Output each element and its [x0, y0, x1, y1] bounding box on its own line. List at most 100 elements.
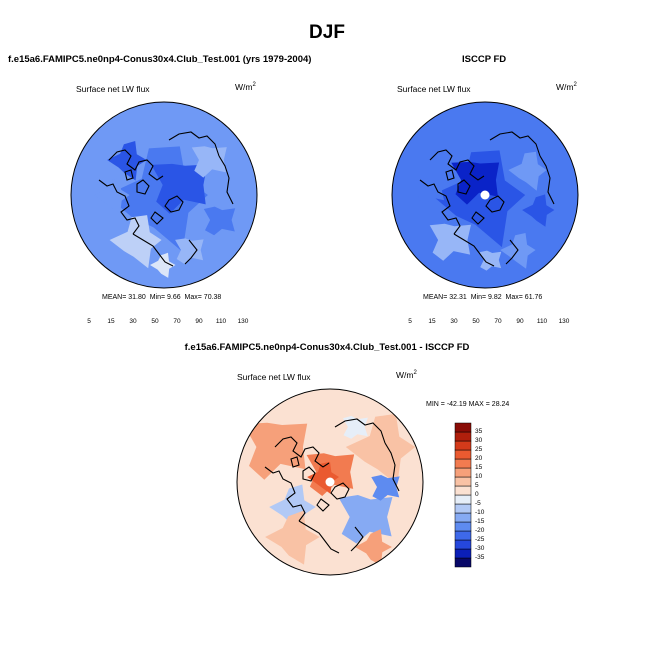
obs-field-region [508, 151, 547, 191]
diff-colorbar-tick-label: 0 [475, 490, 479, 498]
diff-colorbar-box [454, 467, 472, 478]
diff-units-exp: 2 [413, 370, 417, 377]
model-field-region [175, 238, 204, 264]
model-coastline [136, 179, 150, 195]
diff-colorbar-box [454, 422, 472, 433]
diff-units-base: W/m [396, 370, 414, 380]
model-panel-title: f.e15a6.FAMIPC5.ne0np4-Conus30x4.Club_Te… [8, 54, 312, 65]
model-stats: MEAN= 31.80 Min= 9.66 Max= 70.38 [102, 294, 221, 301]
obs-field-region [429, 223, 471, 261]
model-field [71, 102, 257, 288]
obs-coastline [419, 179, 461, 235]
obs-variable-label: Surface net LW flux [397, 84, 471, 94]
obs-min-label: Min= [470, 294, 487, 301]
obs-coastline [453, 233, 495, 267]
diff-colorbar-ticks: 35 30 25 20 15 10 5 0 -5 -10 -15 -20 -25 -30 -35 [475, 423, 505, 567]
diff-colorbar-tick-label: 15 [475, 463, 483, 471]
obs-colorbar-tick-label: 110 [536, 318, 548, 325]
diff-colorbar-tick-label: 5 [475, 481, 479, 489]
diff-variable-label: Surface net LW flux [237, 372, 311, 382]
model-mean-label: MEAN= [102, 294, 127, 301]
obs-coastline [489, 131, 541, 157]
diff-colorbar-tick-label: 10 [475, 472, 483, 480]
model-coastline [168, 131, 220, 157]
diff-colorbar-tick-label: -35 [475, 553, 485, 561]
obs-colorbar-tick-label: 70 [494, 318, 502, 325]
diff-colorbar-box [454, 494, 472, 505]
diff-coastline [302, 466, 316, 482]
model-colorbar-tick-label: 70 [173, 318, 181, 325]
model-field-region [150, 252, 176, 278]
model-units-exp: 2 [252, 82, 256, 89]
diff-colorbar-box [454, 548, 472, 559]
diff-colorbar-tick-label: -15 [475, 517, 485, 525]
obs-max-label: Max= [505, 294, 523, 301]
obs-field-region [479, 250, 502, 271]
obs-colorbar-tick-label: 15 [428, 318, 436, 325]
diff-colorbar-tick-label: -5 [475, 499, 481, 507]
obs-coastline [429, 149, 485, 181]
obs-pole-mask [480, 190, 490, 200]
diff-colorbar [454, 422, 472, 568]
model-field-region [151, 163, 208, 214]
diff-coastline [350, 526, 364, 552]
diff-coastline [330, 482, 350, 500]
diff-colorbar-tick-label: 30 [475, 436, 483, 444]
model-max-value: 70.38 [203, 294, 222, 301]
model-coastline [108, 149, 164, 181]
diff-field-region [355, 529, 392, 566]
model-colorbar-tick-label: 90 [195, 318, 203, 325]
diff-colorbar-box [454, 557, 472, 568]
obs-coastline [471, 211, 485, 225]
model-colorbar-tick-label: 110 [215, 318, 227, 325]
diff-field-region [345, 413, 416, 485]
diff-colorbar-box [454, 458, 472, 469]
obs-colorbar-tick-label: 30 [450, 318, 458, 325]
model-coastline [184, 239, 198, 265]
diff-colorbar-tick-label: -20 [475, 526, 485, 534]
model-min-value: 9.66 [167, 294, 181, 301]
obs-field-region [416, 178, 445, 204]
obs-units-label: W/m2 [556, 82, 577, 92]
model-colorbar-tick-label: 30 [129, 318, 137, 325]
diff-colorbar-box [454, 476, 472, 487]
model-coastline [218, 155, 234, 205]
obs-min-value: 9.82 [488, 294, 502, 301]
diff-panel-title: f.e15a6.FAMIPC5.ne0np4-Conus30x4.Club_Te… [184, 342, 470, 353]
diff-pole-mask [325, 477, 335, 487]
diff-colorbar-box [454, 521, 472, 532]
diff-min-label: MIN = [426, 401, 445, 408]
diff-coastline [316, 498, 330, 512]
diff-colorbar-box [454, 539, 472, 550]
diff-coastline [274, 436, 330, 468]
diff-colorbar-box [454, 431, 472, 442]
model-field-region [94, 178, 130, 214]
model-field-region [109, 215, 162, 269]
model-polar-map [70, 101, 258, 289]
diff-polar-map [236, 388, 424, 576]
obs-coastline [457, 179, 471, 195]
obs-mean-label: MEAN= [423, 294, 448, 301]
model-variable-label: Surface net LW flux [76, 84, 150, 94]
obs-coastline [505, 239, 519, 265]
model-colorbar-ticks: 5 15 30 50 70 90 110 130 [78, 318, 254, 328]
model-colorbar-tick-label: 130 [237, 318, 249, 325]
diff-colorbar-tick-label: 25 [475, 445, 483, 453]
diff-min-value: -42.19 [446, 401, 467, 408]
obs-mean-value: 32.31 [449, 294, 467, 301]
diff-colorbar-box [454, 530, 472, 541]
model-colorbar-tick-label: 50 [151, 318, 159, 325]
obs-max-value: 61.76 [524, 294, 543, 301]
obs-units-base: W/m [556, 82, 574, 92]
diff-units-label: W/m2 [396, 370, 417, 380]
obs-colorbar-tick-label: 5 [408, 318, 412, 325]
diff-map-border [236, 388, 424, 576]
obs-panel-title: ISCCP FD [462, 54, 507, 65]
diff-colorbar-tick-label: -10 [475, 508, 485, 516]
obs-colorbar-tick-label: 90 [516, 318, 524, 325]
obs-colorbar-ticks: 5 15 30 50 70 90 110 130 [399, 318, 575, 328]
obs-coastline [539, 155, 555, 205]
model-map-border [70, 101, 258, 289]
model-colorbar-tick-label: 15 [107, 318, 115, 325]
obs-colorbar-tick-label: 130 [558, 318, 570, 325]
